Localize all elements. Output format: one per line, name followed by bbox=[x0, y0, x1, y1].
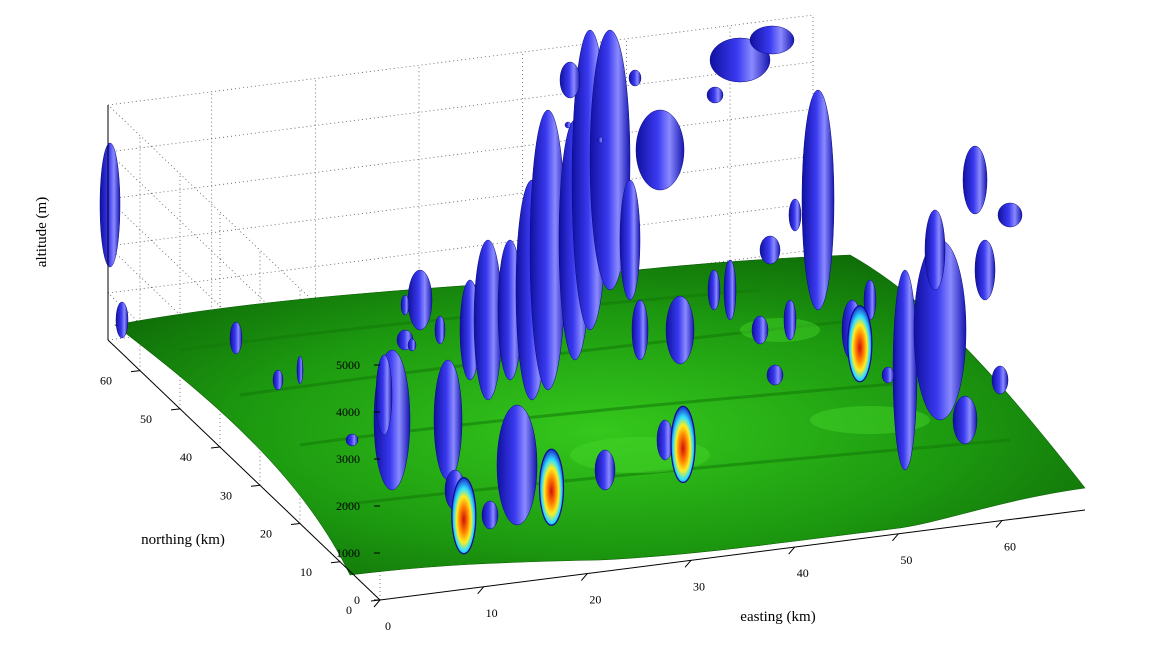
isosurface-blob bbox=[707, 269, 721, 311]
isosurface-blob bbox=[296, 355, 304, 385]
isosurface-blob bbox=[481, 500, 499, 530]
z-tick-label: 0 bbox=[354, 593, 360, 607]
x-tick-label: 50 bbox=[900, 553, 912, 567]
z-tick-label: 2000 bbox=[336, 499, 360, 513]
isosurface-blob bbox=[631, 299, 649, 361]
isosurface-blob bbox=[434, 315, 446, 345]
isosurface-blob bbox=[924, 209, 946, 291]
isosurface-blob bbox=[749, 25, 795, 55]
x-tick-label: 20 bbox=[589, 593, 601, 607]
isosurface-blob bbox=[801, 89, 835, 311]
isosurface-blob bbox=[594, 449, 616, 491]
plume bbox=[451, 477, 477, 555]
plume bbox=[670, 405, 696, 484]
grid-line-z bbox=[107, 108, 814, 200]
z-tick-label: 1000 bbox=[336, 546, 360, 560]
x-tick-label: 10 bbox=[486, 606, 498, 620]
y-tick-label: 50 bbox=[140, 412, 152, 426]
isosurface-blob bbox=[881, 366, 895, 384]
isosurface-blob bbox=[619, 179, 641, 301]
y-tick-label: 40 bbox=[180, 450, 192, 464]
isosurface-blob bbox=[375, 354, 393, 436]
grid-line-z bbox=[107, 61, 814, 153]
plume bbox=[538, 448, 565, 526]
isosurface-blob bbox=[952, 395, 978, 445]
axes bbox=[107, 105, 1086, 601]
isosurface-blob bbox=[496, 404, 538, 526]
isosurface-blob bbox=[635, 109, 685, 191]
z-tick-label: 4000 bbox=[336, 405, 360, 419]
x-axis-label: easting (km) bbox=[740, 609, 815, 625]
z-tick-label: 5000 bbox=[336, 358, 360, 372]
isosurface-blob bbox=[407, 338, 417, 352]
y-axis-label: northing (km) bbox=[141, 532, 225, 548]
isosurface-blob bbox=[788, 198, 802, 232]
isosurface-blob bbox=[115, 301, 129, 339]
isosurface-blob bbox=[433, 359, 463, 481]
y-tick-label: 20 bbox=[260, 527, 272, 541]
isosurface-blob bbox=[759, 235, 781, 265]
isosurface-blob bbox=[665, 295, 695, 365]
isosurface-blob bbox=[962, 145, 988, 215]
isosurface-blob bbox=[863, 279, 877, 321]
isosurface-blob bbox=[751, 315, 769, 345]
isosurface-blob bbox=[997, 202, 1023, 228]
x-tick-label: 40 bbox=[797, 566, 809, 580]
plumes bbox=[451, 305, 873, 555]
isosurface-blob bbox=[400, 294, 410, 316]
isosurface-blob bbox=[892, 269, 918, 471]
isosurface-blob bbox=[272, 369, 284, 391]
y-tick-label: 0 bbox=[346, 603, 352, 617]
isosurface-blob bbox=[99, 142, 121, 268]
z-tick-label: 3000 bbox=[336, 452, 360, 466]
grid-line-z bbox=[107, 151, 381, 413]
isosurface-blob bbox=[766, 364, 784, 386]
grid-line-z bbox=[107, 155, 814, 247]
x-tick-label: 60 bbox=[1004, 540, 1016, 554]
isosurface-blob bbox=[596, 136, 604, 144]
isosurface-blob bbox=[991, 365, 1009, 395]
isosurface-blob bbox=[628, 69, 642, 87]
isosurface-blob bbox=[559, 61, 581, 99]
isosurface-blob bbox=[783, 299, 797, 341]
isosurface-blob bbox=[723, 259, 737, 321]
grid-line-z bbox=[107, 202, 814, 294]
y-tick-label: 10 bbox=[300, 565, 312, 579]
isosurface-blob bbox=[345, 433, 359, 447]
tick-labels: 0 10 20 30 40 50 60 0 10 20 30 40 50 60 0 1000 2000 3000 4… bbox=[100, 358, 1016, 633]
grid-line-z bbox=[107, 104, 381, 366]
x-tick-label: 30 bbox=[693, 579, 705, 593]
grid-line-z bbox=[107, 14, 814, 106]
plume bbox=[847, 305, 873, 383]
y-tick-label: 60 bbox=[100, 374, 112, 388]
x-tick-label: 0 bbox=[385, 619, 391, 633]
isosurface-blob bbox=[229, 321, 243, 355]
isosurface-blob bbox=[974, 239, 996, 301]
y-tick-label: 30 bbox=[220, 488, 232, 502]
isosurface-blob bbox=[407, 269, 433, 331]
z-axis-label: altitude (m) bbox=[34, 197, 50, 267]
isosurface-blob bbox=[706, 86, 724, 104]
isosurface-blob bbox=[589, 29, 631, 291]
isosurface-blob bbox=[564, 121, 572, 129]
isosurface-blob bbox=[473, 239, 503, 401]
